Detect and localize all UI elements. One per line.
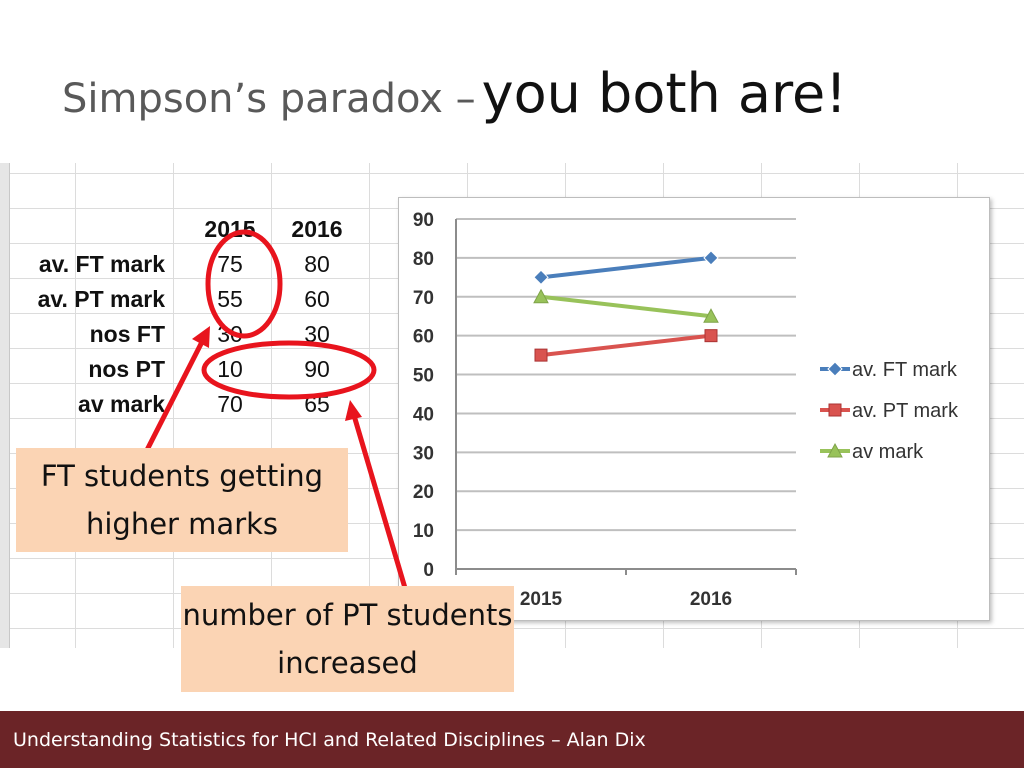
line-chart: 0 10 20 30 40 50 60 70 80 90 2015 2016 av. FT mark av… [413, 210, 959, 610]
y-tick-label: 40 [413, 404, 434, 425]
callout-ft-text: FT students getting higher marks [40, 459, 324, 541]
cell-value: 70 [217, 391, 243, 417]
legend-marker [827, 361, 843, 377]
arrow-head-pt [345, 400, 362, 421]
legend-marker [827, 442, 843, 458]
cell-value: 90 [304, 356, 330, 382]
row-label: av. FT mark [38, 251, 165, 277]
y-tick-label: 50 [413, 366, 434, 387]
data-point [534, 348, 548, 362]
row-label: nos PT [88, 356, 165, 382]
arrow-line-pt [350, 411, 408, 589]
series-line [540, 333, 712, 358]
data-point [703, 250, 719, 266]
data-point [704, 329, 718, 343]
highlight-circle-pt [201, 340, 377, 400]
x-tick-label: 2015 [520, 589, 563, 610]
data-point [703, 308, 719, 323]
legend-label: av. FT mark [852, 359, 958, 381]
column-header-2016: 2016 [291, 216, 343, 242]
highlight-circle-ft [205, 229, 283, 339]
cell-value: 60 [304, 286, 330, 312]
data-point [533, 269, 549, 286]
spreadsheet-row-header [0, 163, 10, 648]
legend-marker [828, 403, 842, 417]
row-label: nos FT [89, 321, 165, 347]
legend-label: av mark [852, 441, 924, 463]
y-tick-label: 90 [413, 210, 434, 231]
table-row: av mark 70 65 [0, 387, 360, 421]
callout-ft-marks: FT students getting higher marks [16, 448, 348, 552]
cell-value: 55 [217, 286, 243, 312]
callout-pt-text: number of PT students increased [182, 598, 513, 680]
cell-value: 75 [217, 251, 243, 277]
legend-label: av. PT mark [852, 400, 959, 422]
y-tick-label: 10 [413, 521, 434, 542]
y-tick-label: 0 [423, 560, 434, 581]
y-tick-label: 20 [413, 482, 434, 503]
row-label: av. PT mark [37, 286, 165, 312]
table-row: av. PT mark 55 60 [0, 282, 360, 316]
cell-value: 80 [304, 251, 330, 277]
arrow-line-ft [144, 334, 208, 452]
slide-title: Simpson’s paradox – you both are! [62, 62, 847, 125]
table-row: av. FT mark 75 80 [0, 247, 360, 281]
table-header-row: 2015 2016 [0, 212, 360, 246]
footer-text: Understanding Statistics for HCI and Rel… [13, 729, 646, 751]
row-label: av mark [78, 391, 165, 417]
slide-title-emphasis: you both are! [481, 62, 847, 125]
y-tick-label: 60 [413, 327, 434, 348]
table-row: nos PT 10 90 [0, 352, 360, 386]
chart-frame [398, 197, 990, 621]
data-point [533, 288, 549, 304]
footer-bar: Understanding Statistics for HCI and Rel… [0, 711, 1024, 768]
arrow-head-ft [192, 326, 210, 348]
cell-value: 10 [217, 356, 243, 382]
callout-pt-increase: number of PT students increased [181, 586, 514, 692]
y-tick-label: 30 [413, 443, 434, 464]
slide-title-main: Simpson’s paradox – [62, 76, 476, 122]
y-tick-label: 80 [413, 249, 434, 270]
series-line [540, 255, 712, 280]
y-tick-label: 70 [413, 288, 434, 309]
series-line [540, 294, 712, 319]
x-tick-label: 2016 [690, 589, 732, 610]
